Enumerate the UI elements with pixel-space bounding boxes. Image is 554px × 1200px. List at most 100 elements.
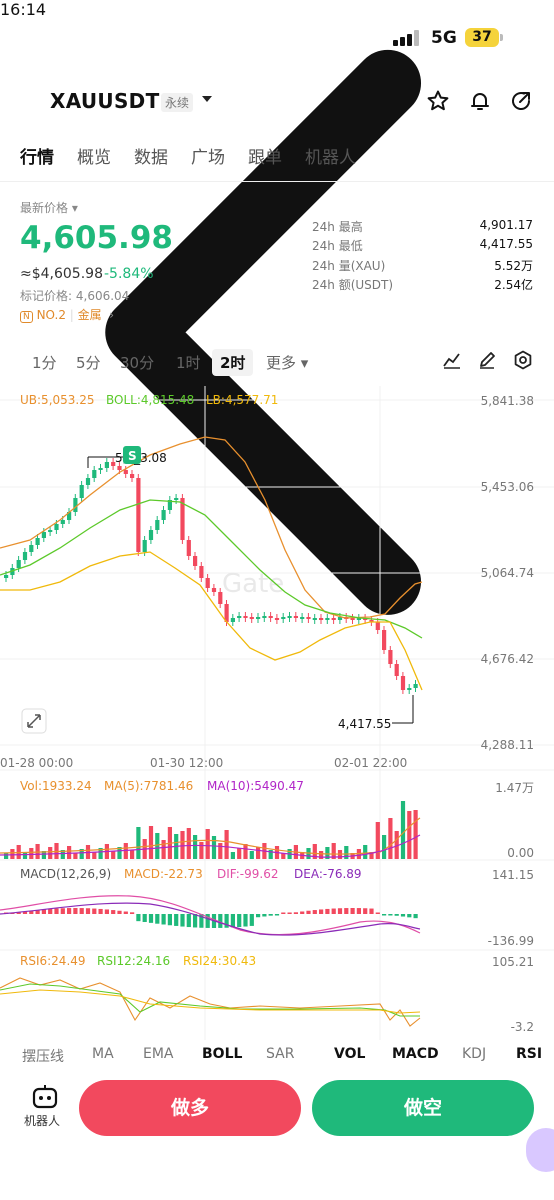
candle [54,524,59,530]
candle [312,618,317,620]
pair-title[interactable]: XAUUSDT [50,89,160,113]
macd-bar [243,914,248,927]
indicator-tab-kdj[interactable]: KDJ [462,1046,487,1062]
indicator-tab-macd[interactable]: MACD [392,1046,439,1062]
stat-value-low: 4,417.55 [479,237,533,251]
macd-bar [262,914,267,917]
y-tick: 5,841.38 [481,394,534,408]
tab-market[interactable]: 行情 [20,148,54,168]
macd-bar [67,908,72,914]
volume-bar [10,849,15,859]
tab-overview[interactable]: 概览 [77,148,111,168]
macd-bar [218,914,223,928]
candle [211,588,217,592]
timeframe-more[interactable]: 更多 ▾ [266,354,309,372]
stat-label-turnover: 24h 额(USDT) [312,278,394,292]
candle [79,485,84,498]
candle [35,538,40,545]
settings-icon[interactable] [513,350,533,370]
robot-label[interactable]: 机器人 [24,1114,61,1128]
volume-bar [256,847,261,859]
macd-value: MACD:-22.73 [124,867,203,881]
boll-ub-label: UB:5,053.25 [20,393,95,407]
indicator-tab-ma[interactable]: MA [92,1046,114,1062]
rsi-tick: 105.21 [492,955,534,969]
bell-icon[interactable] [468,89,492,113]
macd-bar [300,911,305,914]
volume-bar [92,852,97,859]
share-icon[interactable] [509,89,533,113]
tab-copy[interactable]: 跟单 [248,148,282,168]
back-icon[interactable] [0,0,554,665]
indicator-tab-pressure[interactable]: 摆压线 [22,1049,64,1065]
timeframe-30m[interactable]: 30分 [120,354,155,372]
timeframe-1h[interactable]: 1时 [176,354,201,372]
indicator-tab-vol[interactable]: VOL [334,1046,366,1062]
indicator-tab-sar[interactable]: SAR [266,1046,295,1062]
chart-grid [0,386,554,1040]
macd-bar [85,908,91,914]
battery-indicator: 37 [465,28,499,47]
y-tick: 4,676.42 [481,652,534,666]
volume-bar [243,844,248,859]
volume-bar [331,843,336,859]
timeframe-5m[interactable]: 5分 [76,354,101,372]
tab-square[interactable]: 广场 [191,148,225,168]
svg-text:S: S [128,449,137,463]
tab-data[interactable]: 数据 [134,148,168,168]
macd-bar [199,914,204,928]
draw-icon[interactable] [477,350,497,370]
indicator-tab-ema[interactable]: EMA [143,1046,174,1062]
star-icon[interactable] [426,89,450,113]
price-label[interactable]: 最新价格 ▾ [20,201,78,215]
candle [161,510,166,520]
volume-bar [407,811,412,859]
candle [388,650,393,664]
indicator-tab-boll[interactable]: BOLL [202,1046,243,1062]
dif-value: DIF:-99.62 [217,867,278,881]
candle [142,540,147,552]
macd-bar [400,914,406,917]
chevron-down-icon[interactable] [202,96,212,102]
macd-bar [306,910,311,914]
candle [300,617,305,619]
macd-bar [98,908,103,914]
candle [230,618,235,622]
rank-badge[interactable]: N NO.2 | 金属 › [20,306,114,323]
candle [413,684,418,688]
macd-bar [337,908,343,914]
macd-bar [123,911,128,914]
long-button[interactable]: 做多 [79,1080,301,1136]
rsi6-line [0,977,421,1027]
indicator-tab-rsi[interactable]: RSI [516,1046,543,1062]
macd-tick: -136.99 [488,934,534,948]
macd-bar [331,908,336,914]
candles [4,458,418,694]
macd-histogram [4,908,418,928]
tab-robot[interactable]: 机器人 [305,148,356,168]
robot-icon[interactable] [26,1085,64,1113]
candle [224,604,229,622]
macd-bar [73,908,78,914]
candle [337,617,343,620]
candle [73,498,78,512]
macd-bar [155,914,160,924]
price-change: -5.84% [104,266,154,282]
candle [148,530,154,540]
x-tick: 02-01 22:00 [334,756,407,770]
volume-bar [394,831,399,859]
price-chart[interactable]: Gate UB:5,053.25 BOLL:4,815.48 LB:4,577.… [0,386,554,1062]
candle [48,530,53,532]
volume-bar [382,835,387,859]
timeframe-1m[interactable]: 1分 [32,354,57,372]
volume-bar [60,850,65,859]
y-tick: 4,288.11 [481,738,534,752]
stat-label-high: 24h 最高 [312,220,363,234]
macd-bar [350,908,355,914]
volume-bar [237,848,242,859]
timeframe-2h[interactable]: 2时 [212,349,254,376]
assistant-bubble-icon[interactable] [526,1128,554,1172]
macd-bar [287,912,292,914]
short-button[interactable]: 做空 [312,1080,534,1136]
indicator-icon[interactable] [442,350,462,370]
